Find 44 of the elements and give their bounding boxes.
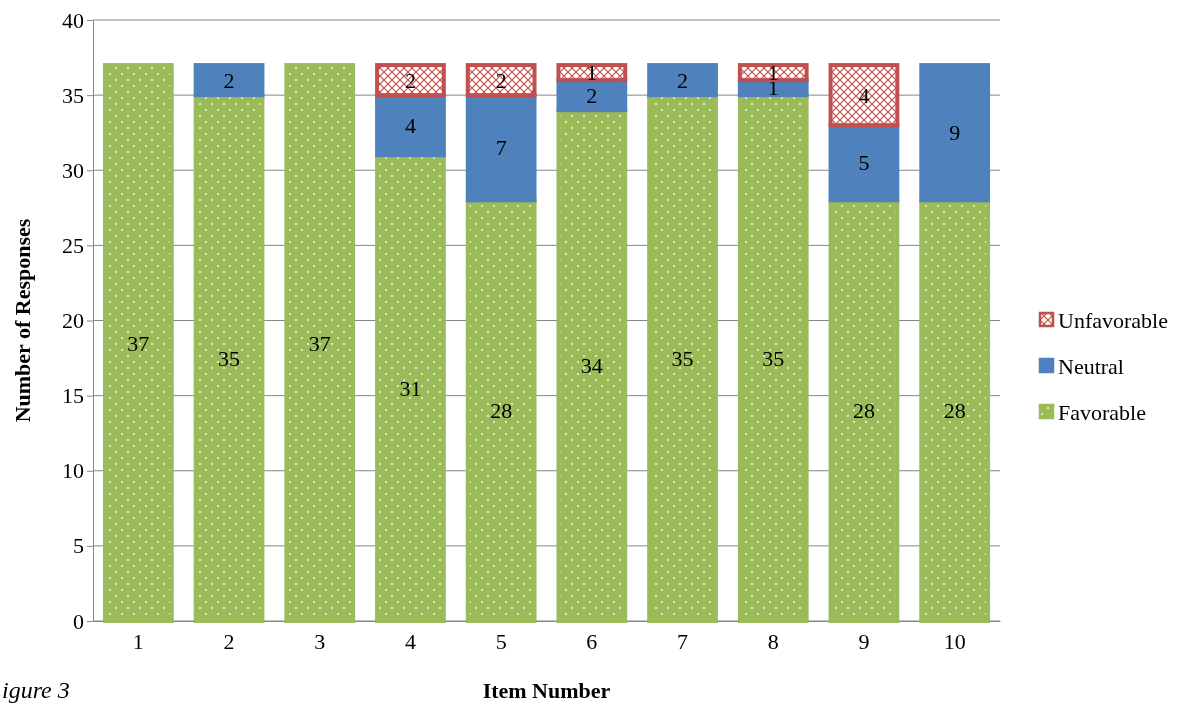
x-tick-label: 5 bbox=[495, 628, 507, 654]
x-tick-label: 3 bbox=[314, 628, 326, 654]
y-tick-label: 30 bbox=[62, 157, 84, 183]
data-label: 2 bbox=[495, 67, 507, 93]
data-label: 9 bbox=[949, 120, 961, 146]
data-label: 31 bbox=[399, 375, 422, 401]
data-label: 28 bbox=[490, 398, 513, 424]
legend-label: Favorable bbox=[1058, 399, 1146, 425]
y-tick-label: 0 bbox=[73, 608, 84, 634]
data-label: 4 bbox=[404, 112, 416, 138]
data-label: 5 bbox=[858, 150, 870, 176]
x-tick-label: 9 bbox=[858, 628, 870, 654]
data-label: 4 bbox=[858, 82, 870, 108]
text: igure 3 bbox=[2, 677, 70, 703]
x-tick-label: 4 bbox=[404, 628, 416, 654]
y-axis-title: Number of Responses bbox=[10, 218, 35, 423]
y-tick-label: 10 bbox=[62, 458, 84, 484]
data-label: 2 bbox=[404, 67, 416, 93]
data-label: 35 bbox=[762, 345, 785, 371]
x-axis-title: Item Number bbox=[482, 678, 611, 703]
x-tick-label: 7 bbox=[677, 628, 689, 654]
data-label: 37 bbox=[308, 330, 331, 356]
y-tick-label: 15 bbox=[62, 383, 84, 409]
x-tick-label: 2 bbox=[223, 628, 235, 654]
legend-label: Unfavorable bbox=[1058, 307, 1168, 333]
x-tick-label: 1 bbox=[132, 628, 144, 654]
data-label: 34 bbox=[580, 353, 603, 379]
y-tick-label: 20 bbox=[62, 308, 84, 334]
legend-label: Neutral bbox=[1058, 353, 1124, 379]
x-tick-label: 6 bbox=[586, 628, 598, 654]
y-tick-label: 40 bbox=[62, 7, 84, 33]
data-label: 37 bbox=[127, 330, 150, 356]
y-tick-label: 5 bbox=[73, 533, 84, 559]
y-tick-label: 25 bbox=[62, 232, 84, 258]
data-label: 2 bbox=[677, 67, 689, 93]
x-tick-label: 8 bbox=[767, 628, 779, 654]
x-tick-label: 10 bbox=[943, 628, 966, 654]
data-label: 28 bbox=[852, 398, 875, 424]
data-label: 7 bbox=[495, 135, 507, 161]
data-label: 28 bbox=[943, 398, 966, 424]
data-label: 35 bbox=[218, 345, 241, 371]
data-label: 2 bbox=[223, 67, 235, 93]
y-tick-label: 35 bbox=[62, 82, 84, 108]
data-label: 35 bbox=[671, 345, 694, 371]
